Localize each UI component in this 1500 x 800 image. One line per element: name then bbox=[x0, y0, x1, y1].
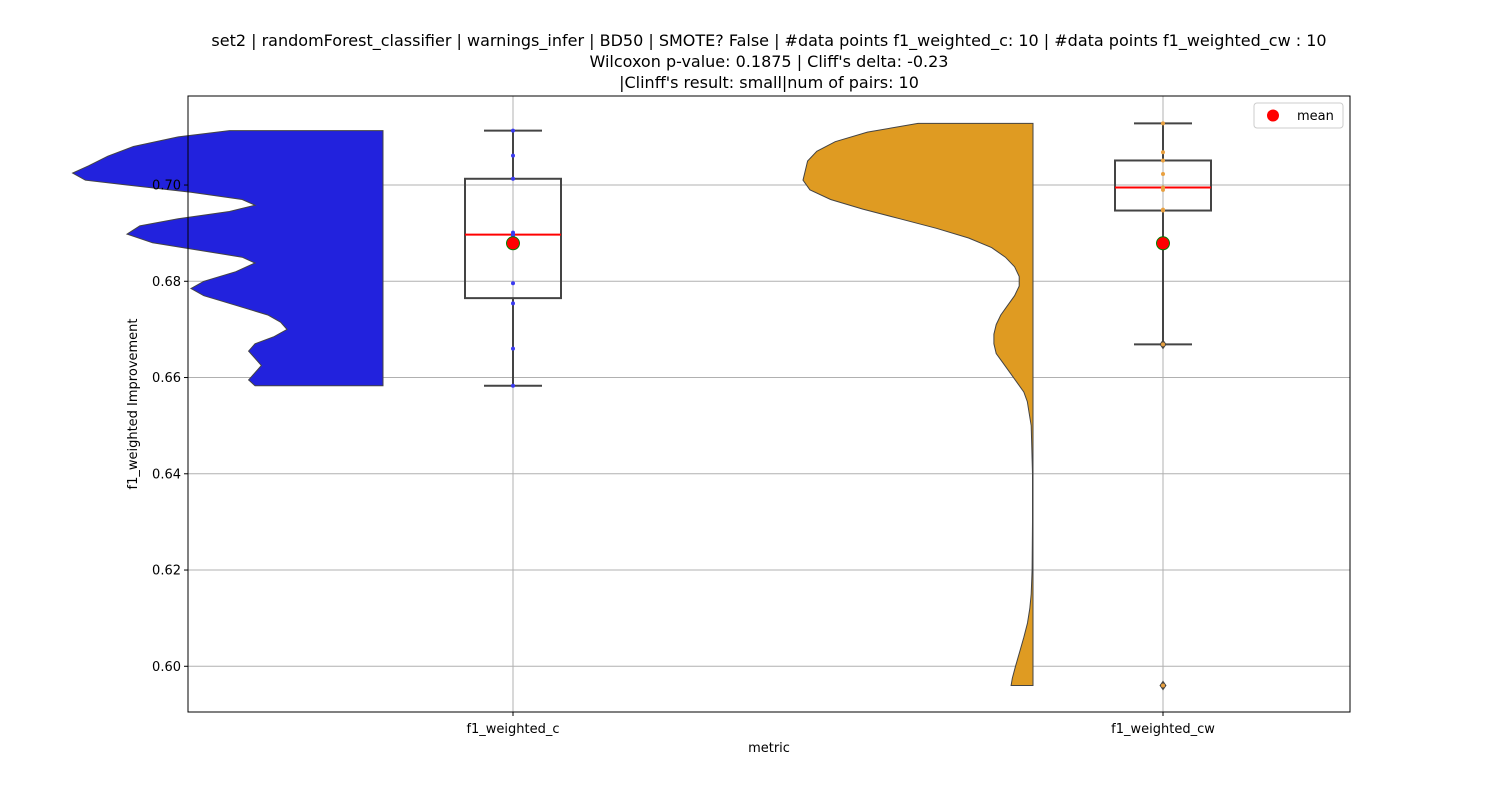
title-line-2: Wilcoxon p-value: 0.1875 | Cliff's delta… bbox=[590, 52, 949, 71]
y-tick-label: 0.62 bbox=[152, 564, 181, 579]
data-point bbox=[1161, 208, 1165, 213]
legend: mean bbox=[1253, 102, 1344, 129]
x-axis-label: metric bbox=[748, 741, 790, 756]
violins bbox=[71, 122, 1034, 686]
data-point bbox=[511, 176, 515, 181]
y-tick-label: 0.60 bbox=[152, 660, 181, 675]
data-point bbox=[511, 383, 515, 388]
data-point bbox=[1161, 150, 1165, 155]
title-line-3: |Clinff's result: small|num of pairs: 10 bbox=[619, 73, 919, 92]
data-point bbox=[1161, 683, 1165, 688]
data-point bbox=[1161, 342, 1165, 347]
legend-mean-label: mean bbox=[1297, 109, 1334, 124]
y-tick-label: 0.68 bbox=[152, 275, 181, 290]
data-point bbox=[1161, 171, 1165, 176]
data-point bbox=[511, 346, 515, 351]
y-axis-ticks: 0.60 0.62 0.64 0.66 0.68 0.70 bbox=[152, 179, 188, 675]
x-tick-label: f1_weighted_cw bbox=[1111, 722, 1215, 737]
data-point bbox=[511, 281, 515, 286]
chart-title: set2 | randomForest_classifier | warning… bbox=[211, 31, 1326, 92]
data-point bbox=[511, 128, 515, 133]
data-point bbox=[1161, 121, 1165, 126]
x-tick-label: f1_weighted_c bbox=[466, 722, 559, 737]
data-point bbox=[511, 153, 515, 158]
mean-marker bbox=[1156, 236, 1170, 251]
y-tick-label: 0.70 bbox=[152, 179, 181, 194]
violin-f1_weighted_c bbox=[71, 130, 384, 387]
data-point bbox=[511, 301, 515, 306]
y-axis-label: f1_weighted Improvement bbox=[126, 318, 141, 489]
title-line-1: set2 | randomForest_classifier | warning… bbox=[211, 31, 1326, 51]
mean-marker bbox=[506, 236, 520, 251]
violin-f1_weighted_cw bbox=[802, 122, 1034, 686]
x-axis-ticks: f1_weighted_c f1_weighted_cw bbox=[466, 712, 1215, 737]
legend-box bbox=[1253, 102, 1344, 129]
legend-mean-marker bbox=[1267, 109, 1279, 122]
data-point bbox=[1161, 187, 1165, 192]
y-tick-label: 0.64 bbox=[152, 467, 181, 482]
y-tick-label: 0.66 bbox=[152, 371, 181, 386]
plot-area-frame bbox=[187, 95, 1351, 713]
data-points bbox=[506, 121, 1170, 688]
data-point bbox=[1161, 158, 1165, 163]
